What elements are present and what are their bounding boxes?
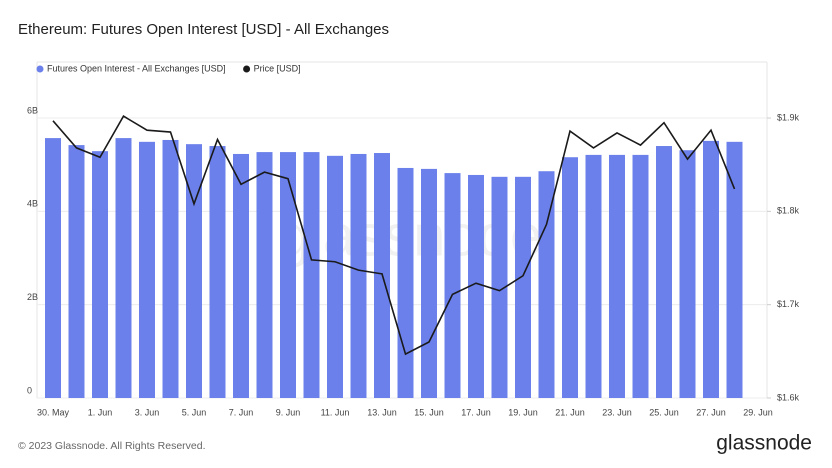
x-tick-label: 30. May — [37, 407, 70, 417]
x-tick-label: 21. Jun — [555, 407, 585, 417]
bar — [515, 176, 531, 398]
x-tick-label: 15. Jun — [414, 407, 444, 417]
bar — [68, 145, 85, 398]
x-tick-label: 1. Jun — [88, 407, 113, 417]
bar — [562, 157, 578, 398]
bar — [186, 144, 202, 398]
bar — [327, 155, 343, 398]
legend-label: Price [USD] — [254, 63, 301, 73]
bar — [280, 152, 296, 398]
x-tick-label: 25. Jun — [649, 407, 679, 417]
bar — [538, 171, 555, 398]
x-tick-label: 23. Jun — [602, 407, 632, 417]
bar — [726, 141, 743, 398]
x-tick-label: 5. Jun — [182, 407, 207, 417]
y2-tick-label: $1.7k — [777, 299, 800, 309]
x-tick-label: 19. Jun — [508, 407, 538, 417]
bar — [632, 154, 649, 398]
chart-title: Ethereum: Futures Open Interest [USD] - … — [18, 21, 389, 38]
bar — [115, 138, 132, 399]
bar — [609, 154, 625, 398]
x-tick-label: 7. Jun — [229, 407, 254, 417]
logo: glassnode — [716, 432, 812, 455]
bar — [679, 150, 696, 398]
y2-tick-label: $1.8k — [777, 206, 800, 216]
legend-label: Futures Open Interest - All Exchanges [U… — [47, 63, 226, 73]
bar — [233, 153, 249, 398]
bar — [397, 167, 414, 398]
bar — [256, 152, 273, 398]
bar — [303, 152, 320, 398]
legend-marker — [243, 65, 251, 73]
x-tick-label: 17. Jun — [461, 407, 491, 417]
legend-marker — [36, 65, 44, 73]
x-tick-label: 3. Jun — [135, 407, 160, 417]
y2-tick-label: $1.6k — [777, 392, 800, 402]
bar — [45, 138, 61, 399]
y2-tick-label: $1.9k — [777, 112, 800, 122]
bar — [491, 176, 508, 398]
bar — [162, 139, 179, 399]
x-tick-label: 29. Jun — [743, 407, 773, 417]
bar — [468, 174, 484, 398]
x-tick-label: 13. Jun — [367, 407, 397, 417]
x-tick-label: 27. Jun — [696, 407, 726, 417]
y-tick-label: 4B — [27, 199, 38, 209]
bar — [350, 153, 367, 398]
bar — [656, 146, 672, 398]
bar — [444, 173, 461, 398]
x-tick-label: 9. Jun — [276, 407, 301, 417]
price-line — [52, 115, 736, 356]
bar — [703, 140, 719, 398]
bar — [421, 168, 437, 398]
bar — [92, 151, 108, 398]
y-tick-label: 6B — [27, 105, 38, 115]
bar — [139, 141, 155, 398]
y-tick-label: 0 — [27, 385, 32, 395]
footer: © 2023 Glassnode. All Rights Reserved. — [18, 440, 206, 452]
bar — [585, 154, 602, 398]
y-tick-label: 2B — [27, 292, 38, 302]
bar — [209, 146, 226, 398]
x-tick-label: 11. Jun — [321, 407, 350, 417]
